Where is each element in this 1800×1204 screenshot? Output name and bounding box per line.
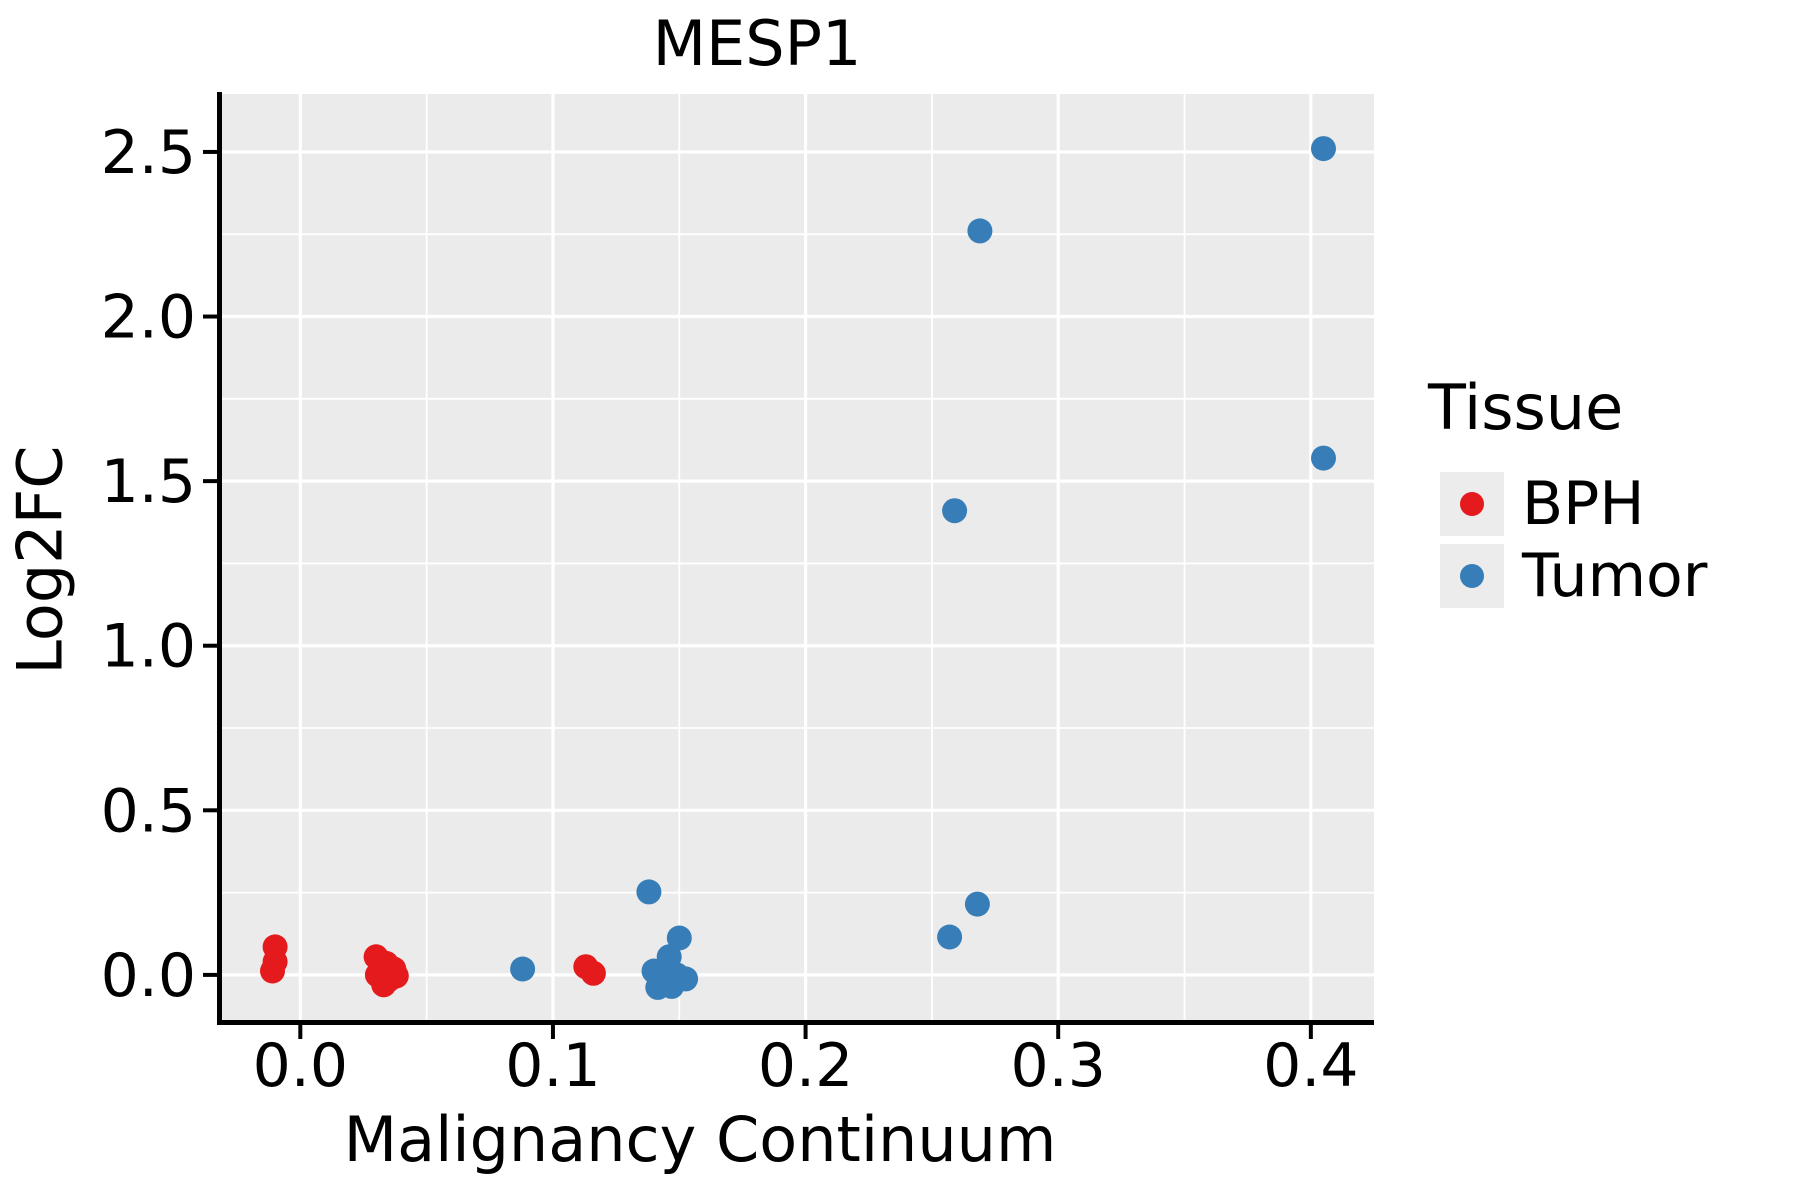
y-axis-tick-label: 2.0 <box>101 283 196 353</box>
legend-label-bph: BPH <box>1522 469 1645 540</box>
legend-title: Tissue <box>1428 371 1624 444</box>
data-point-tumor <box>659 973 685 999</box>
legend-item-bph: BPH <box>1428 469 1707 539</box>
data-point-bph <box>260 958 285 984</box>
data-point-tumor <box>636 879 662 905</box>
data-point-bph <box>580 960 606 986</box>
data-point-tumor <box>1311 445 1336 471</box>
legend-swatch-bph-icon <box>1460 492 1484 517</box>
plot-title: MESP1 <box>652 7 862 80</box>
data-point-tumor <box>967 218 993 244</box>
y-axis-tick-label: 1.5 <box>101 447 196 517</box>
legend-key-bph <box>1440 472 1504 537</box>
x-axis-tick-label: 0.2 <box>758 1031 853 1101</box>
x-axis-tick-label: 0.4 <box>1263 1031 1358 1101</box>
data-point-tumor <box>510 956 536 982</box>
y-axis-title: Log2FC <box>3 445 77 675</box>
legend: Tissue BPH Tumor <box>1428 371 1707 612</box>
data-point-tumor <box>964 891 990 917</box>
x-axis-tick-label: 0.0 <box>253 1031 348 1101</box>
x-axis-tick-label: 0.3 <box>1010 1031 1105 1101</box>
legend-swatch-tumor-icon <box>1460 564 1484 589</box>
data-point-tumor <box>1311 136 1336 162</box>
legend-item-tumor: Tumor <box>1428 541 1707 611</box>
legend-key-tumor <box>1440 544 1504 609</box>
data-point-tumor <box>942 498 968 524</box>
y-axis-tick-label: 0.5 <box>101 776 196 846</box>
x-axis-title: Malignancy Continuum <box>343 1103 1057 1176</box>
data-point-bph <box>371 972 397 998</box>
y-axis-tick-label: 1.0 <box>101 612 196 682</box>
data-point-tumor <box>666 925 692 951</box>
y-axis-tick-label: 2.5 <box>101 118 196 188</box>
legend-label-tumor: Tumor <box>1522 541 1708 612</box>
y-axis-tick-label: 0.0 <box>101 941 196 1011</box>
plot-panel <box>222 94 1374 1020</box>
data-point-tumor <box>937 924 963 950</box>
x-axis-tick-label: 0.1 <box>505 1031 600 1101</box>
